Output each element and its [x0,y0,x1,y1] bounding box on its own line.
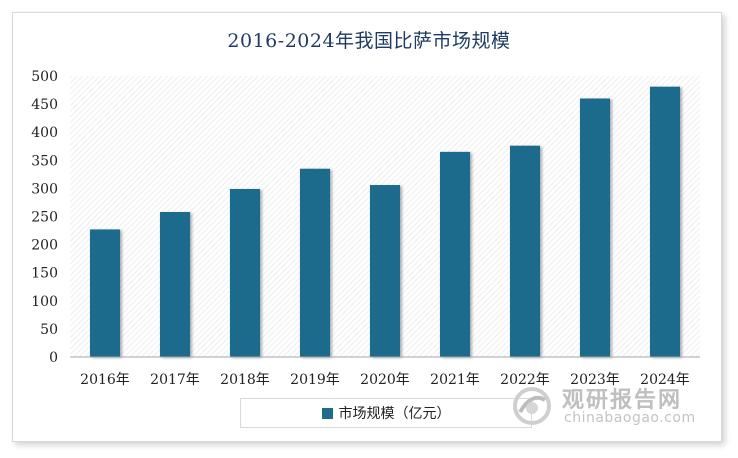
x-tick-label: 2023年 [570,372,620,388]
bar [159,212,191,357]
y-tick-label: 0 [49,350,58,366]
x-tick-label: 2024年 [640,372,690,388]
x-tick-label: 2020年 [360,372,410,388]
bar [299,168,331,357]
legend-swatch [321,407,333,419]
watermark: 观研报告网 chinabaogao.com [512,380,712,430]
y-tick-label: 300 [31,181,58,197]
bar [579,98,611,357]
x-tick-label: 2018年 [220,372,270,388]
bar [439,151,471,357]
legend: 市场规模（亿元） [240,398,532,428]
y-tick-label: 200 [31,238,58,254]
bar [369,185,401,357]
y-tick-label: 50 [40,322,58,338]
y-tick-label: 450 [31,97,58,113]
y-tick-label: 100 [31,294,58,310]
x-tick-label: 2021年 [430,372,480,388]
y-tick-label: 350 [31,153,58,169]
x-tick-label: 2016年 [80,372,130,388]
bar [229,188,261,357]
y-tick-label: 500 [31,69,58,85]
x-tick-label: 2022年 [500,372,550,388]
bar [89,229,121,357]
x-tick-label: 2019年 [290,372,340,388]
y-tick-label: 250 [31,210,58,226]
watermark-logo-icon [513,387,551,425]
chart-title: 2016-2024年我国比萨市场规模 [227,30,511,52]
watermark-en: chinabaogao.com [564,410,696,426]
watermark-cn: 观研报告网 [562,388,683,413]
bar [509,145,541,357]
x-tick-label: 2017年 [150,372,200,388]
legend-label: 市场规模（亿元） [338,406,451,422]
bar [649,86,681,357]
y-tick-label: 400 [31,125,58,141]
y-tick-label: 150 [31,266,58,282]
